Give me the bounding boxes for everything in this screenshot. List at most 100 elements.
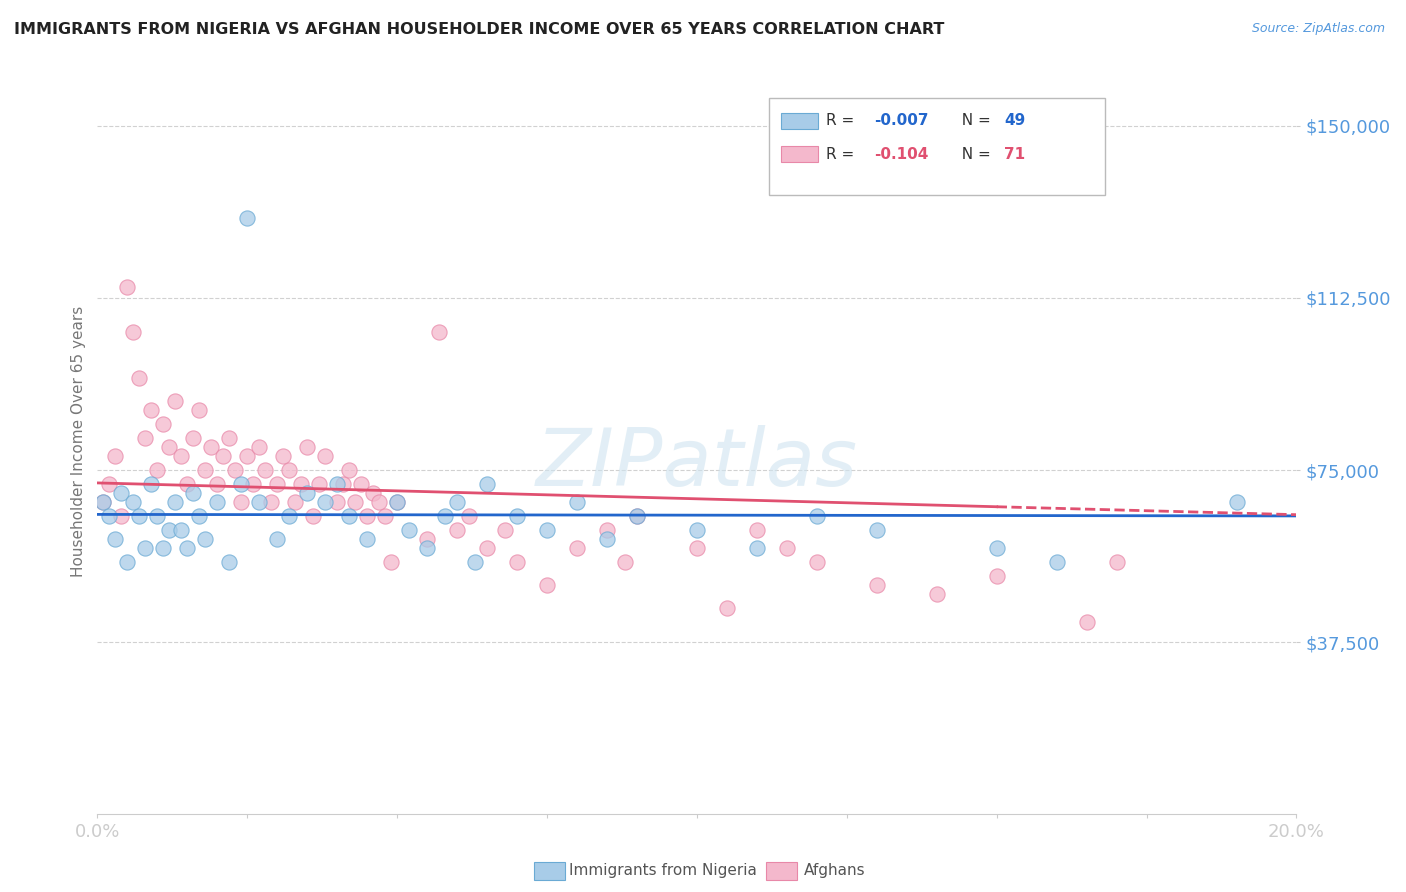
Point xyxy=(374,508,396,523)
Point xyxy=(157,523,180,537)
Point xyxy=(475,476,498,491)
Point xyxy=(117,555,139,569)
Point xyxy=(134,541,156,555)
Point xyxy=(350,476,373,491)
Point xyxy=(110,486,132,500)
Point xyxy=(284,495,307,509)
Point xyxy=(356,532,378,546)
Point xyxy=(242,476,264,491)
Point xyxy=(866,578,889,592)
Point xyxy=(385,495,408,509)
Point xyxy=(98,476,121,491)
Point xyxy=(1046,555,1069,569)
Point xyxy=(231,476,253,491)
Point xyxy=(613,555,636,569)
Point xyxy=(188,508,211,523)
Point xyxy=(1225,495,1247,509)
Point xyxy=(295,486,318,500)
Point xyxy=(134,431,156,445)
Point xyxy=(290,476,312,491)
Text: 71: 71 xyxy=(1004,147,1025,161)
Text: Source: ZipAtlas.com: Source: ZipAtlas.com xyxy=(1251,22,1385,36)
Point xyxy=(337,463,360,477)
Point xyxy=(117,279,139,293)
Point xyxy=(122,495,145,509)
Point xyxy=(218,431,240,445)
Point xyxy=(464,555,486,569)
Point xyxy=(716,600,738,615)
Point xyxy=(302,508,325,523)
Point xyxy=(247,495,270,509)
Point xyxy=(385,495,408,509)
Point xyxy=(218,555,240,569)
Point xyxy=(446,523,468,537)
Point xyxy=(278,463,301,477)
Text: -0.104: -0.104 xyxy=(875,147,929,161)
Point xyxy=(326,495,349,509)
FancyBboxPatch shape xyxy=(780,146,818,162)
Point xyxy=(271,450,294,464)
Point xyxy=(170,523,193,537)
Point xyxy=(254,463,277,477)
Point xyxy=(266,476,288,491)
Point xyxy=(314,450,336,464)
Point xyxy=(416,541,439,555)
Point xyxy=(337,508,360,523)
Point xyxy=(1105,555,1128,569)
Point xyxy=(194,532,217,546)
Point xyxy=(745,541,768,555)
Point xyxy=(236,450,259,464)
Point xyxy=(165,495,187,509)
Point xyxy=(686,523,709,537)
Point xyxy=(122,326,145,340)
Text: 49: 49 xyxy=(1004,113,1025,128)
Text: N =: N = xyxy=(952,147,995,161)
Point xyxy=(200,440,222,454)
Point xyxy=(565,495,588,509)
Point xyxy=(224,463,246,477)
Point xyxy=(98,508,121,523)
Point xyxy=(146,508,169,523)
Point xyxy=(104,532,127,546)
Point xyxy=(565,541,588,555)
Point xyxy=(380,555,402,569)
Point xyxy=(236,211,259,225)
Point xyxy=(152,541,174,555)
Point xyxy=(806,555,828,569)
Point xyxy=(181,431,204,445)
Text: Immigrants from Nigeria: Immigrants from Nigeria xyxy=(569,863,758,878)
Point xyxy=(361,486,384,500)
Point xyxy=(1076,615,1098,629)
Point xyxy=(247,440,270,454)
Point xyxy=(776,541,799,555)
Point xyxy=(494,523,516,537)
Y-axis label: Householder Income Over 65 years: Householder Income Over 65 years xyxy=(72,306,86,577)
Point xyxy=(986,568,1008,582)
Point xyxy=(260,495,283,509)
Point xyxy=(596,532,619,546)
Point xyxy=(536,523,558,537)
Point xyxy=(141,403,163,417)
Point xyxy=(356,508,378,523)
Point xyxy=(93,495,115,509)
Text: N =: N = xyxy=(952,113,995,128)
Text: ZIPatlas: ZIPatlas xyxy=(536,425,858,503)
Point xyxy=(506,508,529,523)
Point xyxy=(128,371,150,385)
Point xyxy=(141,476,163,491)
Point xyxy=(866,523,889,537)
Point xyxy=(194,463,217,477)
Text: IMMIGRANTS FROM NIGERIA VS AFGHAN HOUSEHOLDER INCOME OVER 65 YEARS CORRELATION C: IMMIGRANTS FROM NIGERIA VS AFGHAN HOUSEH… xyxy=(14,22,945,37)
Point xyxy=(446,495,468,509)
Point xyxy=(295,440,318,454)
Point xyxy=(475,541,498,555)
Point xyxy=(626,508,648,523)
Point xyxy=(596,523,619,537)
Point xyxy=(506,555,529,569)
Point xyxy=(416,532,439,546)
Point xyxy=(332,476,354,491)
Point xyxy=(212,450,235,464)
Text: -0.007: -0.007 xyxy=(875,113,929,128)
Point xyxy=(165,394,187,409)
Point xyxy=(745,523,768,537)
